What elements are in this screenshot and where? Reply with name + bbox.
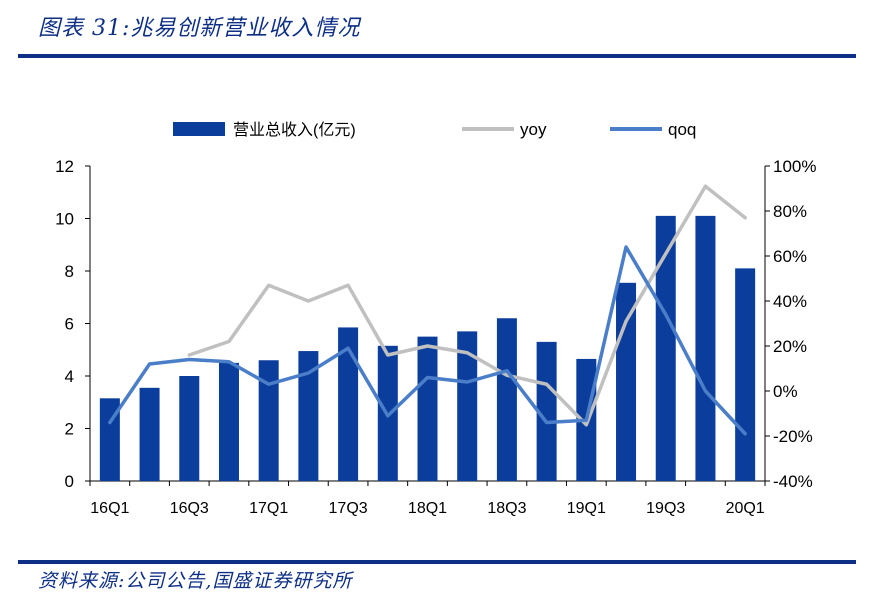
x-tick-label: 16Q3 xyxy=(170,500,209,517)
x-tick-label: 19Q3 xyxy=(646,500,685,517)
revenue-bar xyxy=(139,387,160,481)
legend-yoy-label: yoy xyxy=(520,120,547,139)
y-left-tick-label: 0 xyxy=(65,472,74,491)
x-tick-label: 19Q1 xyxy=(567,500,606,517)
y-right-tick-label: 60% xyxy=(773,247,807,266)
revenue-bar xyxy=(655,215,676,481)
revenue-bar xyxy=(179,376,200,481)
legend: 营业总收入(亿元) yoy qoq xyxy=(173,120,696,139)
y-left-tick-label: 2 xyxy=(65,420,74,439)
y-right-tick-label: 100% xyxy=(773,157,816,176)
x-tick-label: 16Q1 xyxy=(90,500,129,517)
revenue-bar xyxy=(735,268,756,481)
lines xyxy=(108,184,747,436)
y-right-tick-label: -40% xyxy=(773,472,813,491)
x-tick-label: 17Q1 xyxy=(249,500,288,517)
legend-qoq-label: qoq xyxy=(668,120,696,139)
revenue-bar xyxy=(536,341,557,481)
revenue-bar xyxy=(457,331,478,481)
y-right-tick-label: 0% xyxy=(773,382,798,401)
revenue-bar xyxy=(496,318,517,481)
revenue-bar xyxy=(695,215,716,481)
x-tick-label: 20Q1 xyxy=(726,500,765,517)
yoy-line xyxy=(187,184,747,427)
bars xyxy=(99,215,756,481)
revenue-bar xyxy=(338,327,359,481)
revenue-bar xyxy=(258,360,279,481)
y-right-tick-label: 20% xyxy=(773,337,807,356)
revenue-bar xyxy=(298,351,319,481)
x-tick-label: 18Q1 xyxy=(408,500,447,517)
y-right-tick-label: 80% xyxy=(773,202,807,221)
x-tick-label: 17Q3 xyxy=(329,500,368,517)
qoq-line xyxy=(108,245,747,436)
y-left-tick-label: 8 xyxy=(65,262,74,281)
source-rule xyxy=(18,560,856,564)
legend-bar-swatch xyxy=(173,122,225,136)
y-right-tick-label: 40% xyxy=(773,292,807,311)
y-left-tick-label: 10 xyxy=(55,210,74,229)
y-left-tick-label: 6 xyxy=(65,315,74,334)
y-left-tick-label: 4 xyxy=(65,367,74,386)
x-tick-label: 18Q3 xyxy=(487,500,526,517)
figure-title: 图表 31:兆易创新营业收入情况 xyxy=(38,16,361,41)
y-left-tick-label: 12 xyxy=(55,157,74,176)
y-right-tick-label: -20% xyxy=(773,427,813,446)
revenue-bar xyxy=(99,398,120,481)
legend-bar-label: 营业总收入(亿元) xyxy=(233,121,356,139)
source-note: 资料来源:公司公告,国盛证券研究所 xyxy=(38,570,353,592)
revenue-bar xyxy=(218,362,239,481)
axes: 0 2 4 6 8 10 12 -40% -20% 0% 20% 40% 60% 80% 100% 16Q1 1… xyxy=(55,157,816,517)
title-rule xyxy=(18,54,856,58)
revenue-bar xyxy=(417,336,438,481)
